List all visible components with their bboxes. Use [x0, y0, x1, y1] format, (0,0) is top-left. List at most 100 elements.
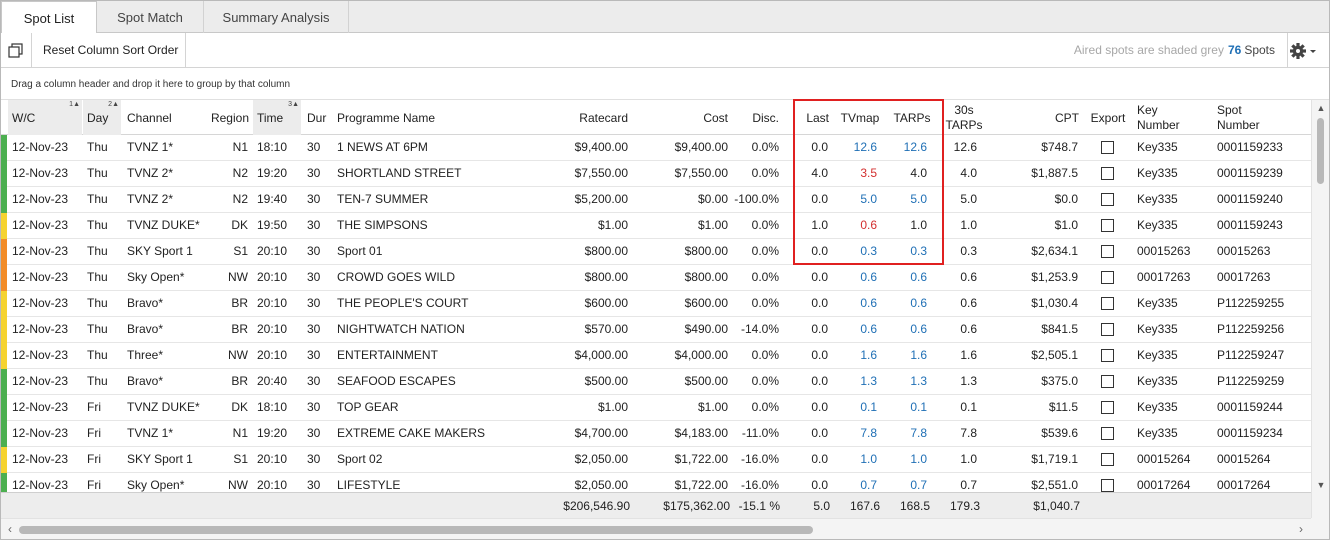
export-checkbox[interactable]	[1101, 479, 1114, 492]
cell-channel: SKY Sport 1	[127, 244, 193, 258]
col-header-key-number[interactable]: Key Number	[1137, 100, 1207, 135]
cell-cost: $800.00	[684, 244, 728, 258]
cell-last: 0.0	[811, 192, 828, 206]
cell-tvmap: 0.3	[860, 244, 877, 258]
cell-tarps: 0.6	[910, 322, 927, 336]
table-row[interactable]: 12-Nov-23 Thu TVNZ 2* N2 19:20 30 SHORTLAND ST…	[1, 161, 1311, 187]
group-by-panel[interactable]: Drag a column header and drop it here to…	[1, 68, 1329, 100]
cell-cost: $1.00	[697, 400, 728, 414]
scroll-left-icon[interactable]: ‹	[8, 522, 12, 536]
toolbar: Reset Column Sort Order Aired spots are …	[1, 33, 1329, 68]
cell-tvmap: 1.3	[860, 374, 877, 388]
scroll-right-icon[interactable]: ›	[1299, 522, 1303, 536]
toolbar-divider	[1287, 33, 1288, 67]
cell-time: 20:10	[257, 296, 288, 310]
export-checkbox[interactable]	[1101, 193, 1114, 206]
col-header-export[interactable]: Export	[1090, 110, 1126, 125]
cell-programme: THE SIMPSONS	[337, 218, 428, 232]
table-row[interactable]: 12-Nov-23 Thu TVNZ 1* N1 18:10 30 1 NEWS AT 6P…	[1, 135, 1311, 161]
cell-day: Fri	[87, 478, 101, 492]
cell-tarps: 0.6	[910, 270, 927, 284]
cell-dur: 30	[307, 166, 321, 180]
col-header-tvmap[interactable]: TVmap	[840, 110, 880, 125]
cell-disc: -11.0%	[741, 426, 779, 440]
col-header-disc[interactable]: Disc.	[752, 110, 779, 125]
col-header-programme[interactable]: Programme Name	[337, 110, 436, 125]
export-checkbox[interactable]	[1101, 141, 1114, 154]
cell-wc: 12-Nov-23	[12, 166, 69, 180]
export-checkbox[interactable]	[1101, 349, 1114, 362]
cell-cost: $1,722.00	[674, 478, 728, 492]
cell-disc: 0.0%	[751, 140, 779, 154]
horizontal-scroll-thumb[interactable]	[19, 526, 813, 534]
cell-wc: 12-Nov-23	[12, 296, 69, 310]
sort-asc-icon: 1▲	[69, 101, 80, 108]
gear-icon[interactable]	[1289, 41, 1319, 61]
table-row[interactable]: 12-Nov-23 Fri TVNZ 1* N1 19:20 30 EXTREME CAKE…	[1, 421, 1311, 447]
col-header-wc[interactable]: W/C 1▲	[8, 100, 82, 135]
table-row[interactable]: 12-Nov-23 Fri SKY Sport 1 S1 20:10 30 Sport 02…	[1, 447, 1311, 473]
cell-ratecard: $1.00	[597, 400, 628, 414]
vertical-scroll-thumb[interactable]	[1317, 118, 1324, 184]
spot-summary: Aired spots are shaded grey 76 Spots	[1074, 33, 1275, 67]
export-checkbox[interactable]	[1101, 375, 1114, 388]
table-row[interactable]: 12-Nov-23 Fri TVNZ DUKE* DK 18:10 30 TOP GEAR $…	[1, 395, 1311, 421]
cell-cost: $1.00	[697, 218, 728, 232]
cell-dur: 30	[307, 192, 321, 206]
copy-icon[interactable]	[7, 42, 25, 60]
cell-last: 0.0	[811, 374, 828, 388]
col-header-cpt[interactable]: CPT	[1055, 110, 1079, 125]
horizontal-scrollbar[interactable]: ‹ ›	[1, 518, 1311, 539]
cell-key: Key335	[1137, 166, 1178, 180]
vertical-scrollbar[interactable]: ▲ ▼	[1311, 100, 1329, 518]
cell-last: 0.0	[811, 140, 828, 154]
cell-time: 19:20	[257, 426, 288, 440]
table-row[interactable]: 12-Nov-23 Thu Bravo* BR 20:10 30 THE PEOPLE'S …	[1, 291, 1311, 317]
export-checkbox[interactable]	[1101, 297, 1114, 310]
col-header-last[interactable]: Last	[806, 110, 829, 125]
col-header-time[interactable]: Time 3▲	[253, 100, 301, 135]
table-row[interactable]: 12-Nov-23 Thu Sky Open* NW 20:10 30 CROWD GOES…	[1, 265, 1311, 291]
col-header-ratecard[interactable]: Ratecard	[579, 110, 628, 125]
table-row[interactable]: 12-Nov-23 Thu TVNZ DUKE* DK 19:50 30 THE SIMPS…	[1, 213, 1311, 239]
col-header-spot-number[interactable]: Spot Number	[1217, 100, 1297, 135]
table-row[interactable]: 12-Nov-23 Fri Sky Open* NW 20:10 30 LIFESTYLE $…	[1, 473, 1311, 492]
cell-key: Key335	[1137, 426, 1178, 440]
cell-tarps: 1.0	[910, 452, 927, 466]
table-row[interactable]: 12-Nov-23 Thu SKY Sport 1 S1 20:10 30 Sport 01…	[1, 239, 1311, 265]
cell-programme: TEN-7 SUMMER	[337, 192, 429, 206]
col-header-cost[interactable]: Cost	[703, 110, 728, 125]
tab-spot-match[interactable]: Spot Match	[97, 1, 204, 33]
table-row[interactable]: 12-Nov-23 Thu Bravo* BR 20:10 30 NIGHTWATCH NA…	[1, 317, 1311, 343]
cell-tvmap: 1.6	[860, 348, 877, 362]
col-header-dur[interactable]: Dur	[307, 110, 327, 125]
scroll-down-icon[interactable]: ▼	[1316, 480, 1326, 490]
tab-spot-list[interactable]: Spot List	[1, 1, 97, 34]
col-header-region[interactable]: Region	[210, 110, 249, 125]
cell-tvmap: 7.8	[860, 426, 877, 440]
row-status-indicator	[1, 369, 7, 395]
table-row[interactable]: 12-Nov-23 Thu Bravo* BR 20:40 30 SEAFOOD ESCAP…	[1, 369, 1311, 395]
tab-summary-analysis[interactable]: Summary Analysis	[204, 1, 349, 33]
export-checkbox[interactable]	[1101, 453, 1114, 466]
col-header-channel[interactable]: Channel	[127, 110, 172, 125]
row-status-indicator	[1, 265, 7, 291]
col-header-30s-tarps[interactable]: 30s TARPs	[945, 100, 983, 135]
col-header-tarps[interactable]: TARPs	[893, 110, 931, 125]
export-checkbox[interactable]	[1101, 427, 1114, 440]
cell-region: N1	[232, 140, 248, 154]
cell-tarps: 1.6	[910, 348, 927, 362]
reset-column-sort-button[interactable]: Reset Column Sort Order	[43, 43, 179, 57]
export-checkbox[interactable]	[1101, 401, 1114, 414]
export-checkbox[interactable]	[1101, 167, 1114, 180]
table-row[interactable]: 12-Nov-23 Thu TVNZ 2* N2 19:40 30 TEN-7 SUMMER…	[1, 187, 1311, 213]
col-header-day[interactable]: Day 2▲	[83, 100, 121, 135]
export-checkbox[interactable]	[1101, 271, 1114, 284]
scroll-up-icon[interactable]: ▲	[1316, 103, 1326, 113]
export-checkbox[interactable]	[1101, 323, 1114, 336]
export-checkbox[interactable]	[1101, 219, 1114, 232]
cell-spot: 0001159244	[1217, 400, 1283, 414]
row-status-indicator	[1, 213, 7, 239]
table-row[interactable]: 12-Nov-23 Thu Three* NW 20:10 30 ENTERTAINMENT…	[1, 343, 1311, 369]
export-checkbox[interactable]	[1101, 245, 1114, 258]
